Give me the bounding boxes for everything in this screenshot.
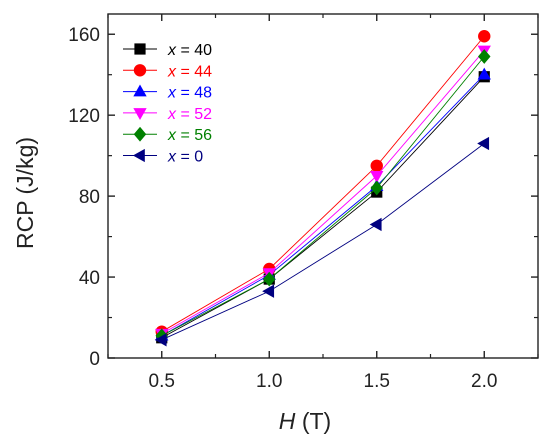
- legend-marker: [134, 43, 146, 55]
- series-line: [161, 56, 485, 337]
- x-tick-label: 1.0: [256, 371, 282, 392]
- legend-variable: x: [167, 149, 177, 166]
- data-point: [477, 67, 491, 80]
- legend-item: x = 52: [123, 106, 212, 123]
- series-5: [154, 136, 490, 347]
- legend-value: = 44: [176, 63, 212, 80]
- legend-marker: [133, 64, 147, 77]
- legend: x = 40x = 44x = 48x = 52x = 56x = 0: [123, 42, 212, 166]
- legend-value: = 48: [176, 85, 212, 102]
- series-layer: [154, 30, 491, 347]
- legend-variable: x: [167, 127, 177, 144]
- legend-label: x = 40: [167, 42, 212, 59]
- data-point: [154, 333, 167, 347]
- data-point: [263, 271, 276, 287]
- series-line: [161, 74, 485, 337]
- data-point: [477, 136, 490, 151]
- legend-variable: x: [167, 63, 177, 80]
- legend-label: x = 44: [167, 63, 212, 80]
- series-line: [161, 50, 485, 335]
- data-point: [370, 159, 383, 172]
- legend-marker: [133, 126, 147, 142]
- legend-item: x = 48: [123, 84, 212, 102]
- legend-item: x = 40: [123, 42, 212, 59]
- legend-value: = 40: [176, 42, 212, 59]
- legend-item: x = 44: [123, 63, 212, 80]
- x-axis-unit: (T): [302, 408, 331, 434]
- y-axis-label: RCP (J/kg): [12, 137, 38, 249]
- series-line: [161, 76, 485, 339]
- series-line: [161, 35, 485, 333]
- legend-item: x = 56: [123, 126, 212, 144]
- legend-label: x = 52: [167, 106, 212, 123]
- x-tick-label: 1.5: [364, 371, 390, 392]
- y-tick-label: 120: [68, 106, 100, 127]
- data-point: [478, 30, 491, 43]
- legend-value: = 56: [176, 127, 212, 144]
- legend-marker: [133, 108, 147, 120]
- legend-label: x = 56: [167, 127, 212, 144]
- y-tick-label: 80: [79, 187, 100, 208]
- legend-variable: x: [167, 106, 177, 123]
- series-line: [161, 143, 485, 341]
- y-tick-label: 40: [79, 268, 100, 289]
- axes: 0 40 80 120 160 0.5 1.0 1.5 2.0: [68, 14, 539, 392]
- data-point: [370, 180, 383, 196]
- x-tick-label: 2.0: [471, 371, 497, 392]
- legend-variable: x: [167, 85, 177, 102]
- legend-variable: x: [167, 42, 177, 59]
- data-point: [370, 171, 384, 183]
- legend-marker: [133, 84, 147, 97]
- x-axis-label: H (T): [279, 408, 331, 434]
- y-tick-label: 0: [89, 349, 100, 370]
- legend-label: x = 48: [167, 85, 212, 102]
- data-point: [369, 217, 382, 232]
- legend-label: x = 0: [167, 149, 203, 166]
- data-point: [262, 284, 275, 298]
- legend-marker: [132, 148, 145, 163]
- legend-value: = 52: [176, 106, 212, 123]
- data-point: [478, 49, 491, 64]
- legend-item: x = 0: [123, 149, 203, 166]
- legend-value: = 0: [176, 149, 203, 166]
- x-tick-label: 0.5: [149, 371, 175, 392]
- x-axis-symbol: H: [279, 408, 296, 434]
- y-tick-label: 160: [68, 25, 100, 46]
